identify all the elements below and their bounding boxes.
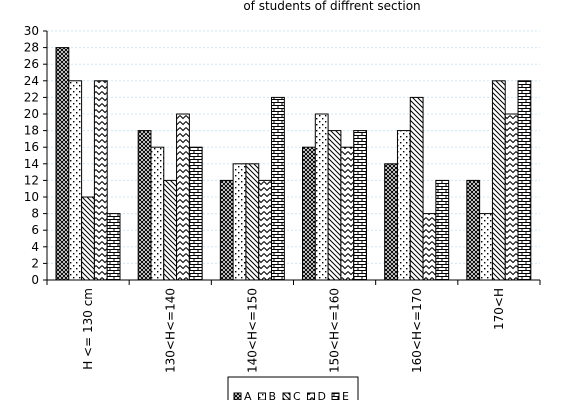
bar-E-0: [107, 214, 120, 280]
bar-E-4: [436, 180, 449, 280]
chart-title: of students of diffrent section: [243, 0, 420, 13]
legend-label-D: D: [318, 390, 326, 400]
bar-D-3: [341, 147, 354, 280]
bar-C-2: [246, 164, 259, 280]
bar-C-3: [328, 131, 341, 280]
bar-D-4: [423, 214, 436, 280]
x-axis-categories: H <= 130 cm 130<H<=140 140<H<=150 150<H<=16…: [47, 280, 540, 373]
y-tick-label: 26: [24, 57, 39, 71]
y-tick-label: 6: [31, 223, 39, 237]
legend-swatch-A: [234, 393, 241, 400]
bar-C-0: [82, 197, 95, 280]
y-tick-label: 4: [31, 240, 39, 254]
bar-A-5: [467, 180, 480, 280]
y-tick-label: 16: [24, 140, 39, 154]
x-category-label: 160<H<=170: [410, 288, 424, 373]
grid-lines: [47, 31, 540, 263]
bar-B-0: [69, 81, 82, 280]
x-category-label: 140<H<=150: [245, 288, 259, 373]
y-tick-label: 10: [24, 190, 39, 204]
legend-label-B: B: [269, 390, 277, 400]
bar-D-2: [259, 180, 272, 280]
bar-E-2: [272, 97, 285, 280]
y-tick-label: 24: [24, 74, 39, 88]
bar-D-1: [177, 114, 190, 280]
y-tick-label: 30: [24, 24, 39, 38]
y-tick-label: 14: [24, 157, 39, 171]
legend-swatch-E: [332, 393, 339, 400]
bar-A-2: [220, 180, 233, 280]
legend-swatch-C: [283, 393, 290, 400]
bar-B-2: [233, 164, 246, 280]
bar-C-5: [492, 81, 505, 280]
bar-C-1: [164, 180, 177, 280]
bar-B-4: [397, 131, 410, 280]
legend-swatch-B: [259, 393, 266, 400]
bar-A-3: [303, 147, 316, 280]
legend-swatch-D: [308, 393, 315, 400]
y-tick-label: 22: [24, 90, 39, 104]
y-tick-label: 8: [31, 207, 39, 221]
legend-label-C: C: [293, 390, 301, 400]
legend-label-A: A: [244, 390, 252, 400]
x-category-label: 130<H<=140: [163, 288, 177, 373]
x-category-label: H <= 130 cm: [81, 288, 95, 370]
x-category-label: 170<H: [492, 288, 506, 330]
bar-B-5: [480, 214, 493, 280]
bar-A-4: [385, 164, 398, 280]
legend: A B C D E: [228, 377, 358, 400]
bar-E-1: [189, 147, 202, 280]
bar-D-0: [94, 81, 107, 280]
y-tick-label: 12: [24, 173, 39, 187]
bar-E-5: [518, 81, 531, 280]
bar-A-1: [138, 131, 151, 280]
bar-A-0: [56, 48, 69, 280]
y-tick-label: 18: [24, 124, 39, 138]
bar-D-5: [505, 114, 518, 280]
axes-group: [47, 31, 540, 280]
bar-E-3: [354, 131, 367, 280]
bar-B-3: [315, 114, 328, 280]
y-tick-label: 0: [31, 273, 39, 287]
x-category-label: 150<H<=160: [328, 288, 342, 373]
y-tick-label: 20: [24, 107, 39, 121]
bar-B-1: [151, 147, 164, 280]
y-tick-label: 28: [24, 41, 39, 55]
bar-C-4: [410, 97, 423, 280]
y-tick-label: 2: [31, 256, 39, 270]
legend-label-E: E: [342, 390, 349, 400]
